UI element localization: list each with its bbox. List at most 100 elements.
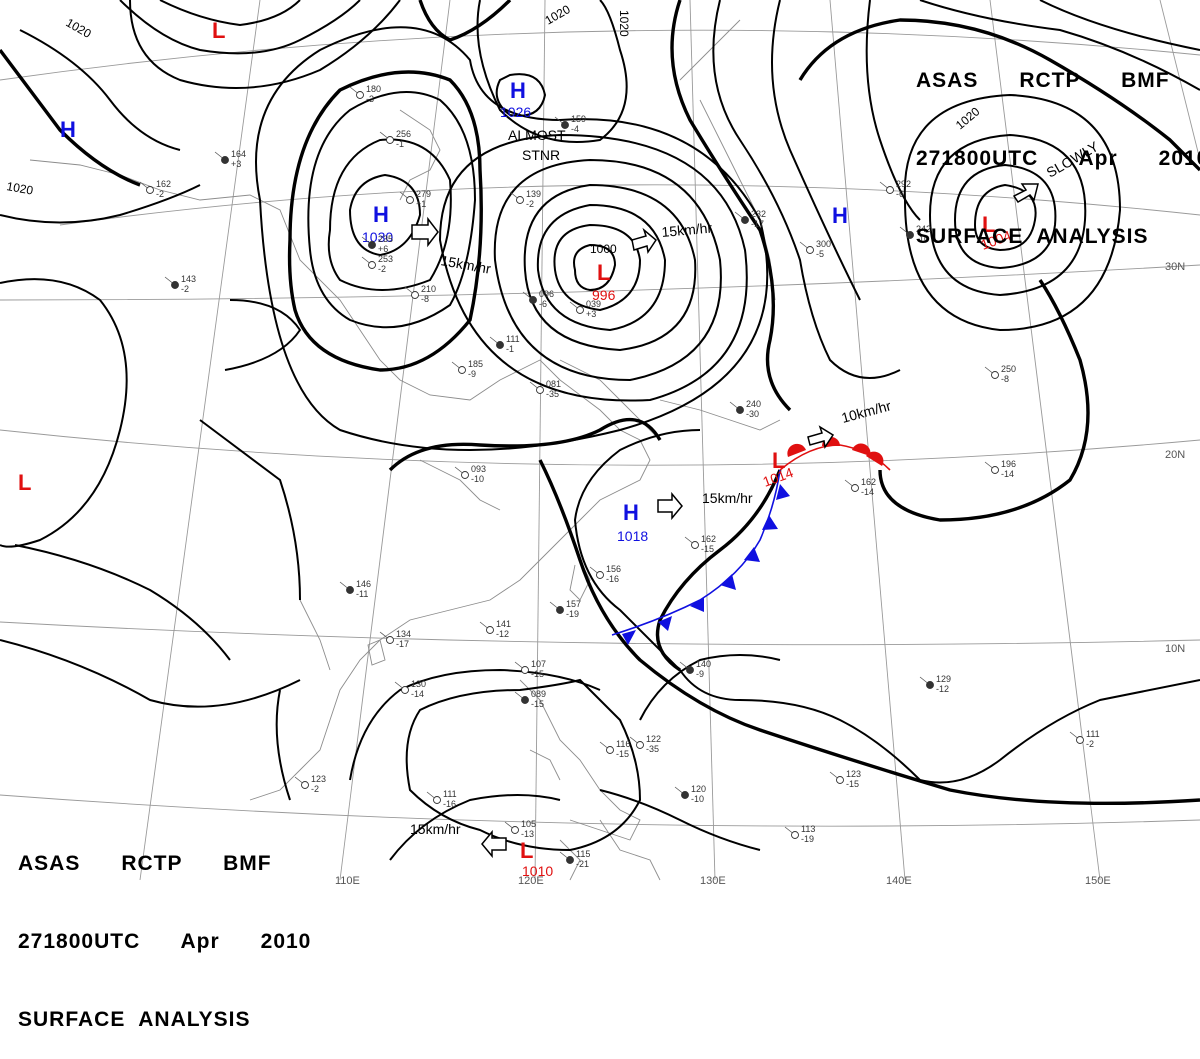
isobars: [0, 0, 1200, 861]
station-tendency: -6: [539, 299, 547, 309]
station-marker: [906, 231, 914, 239]
station-tendency: +1: [416, 199, 426, 209]
station-pressure: 300: [816, 239, 831, 249]
arrow-l1014: [807, 425, 835, 449]
motion-arrows: [411, 183, 1039, 859]
station-pressure: 111: [443, 789, 457, 799]
isobar-label: 1000: [590, 242, 617, 256]
station-marker: [521, 666, 529, 674]
station-tendency: -4: [571, 124, 579, 134]
station-tendency: -30: [746, 409, 759, 419]
station-plot: 140-9: [679, 659, 711, 679]
station-plot: 156-16: [589, 564, 621, 584]
arrow-l996: [631, 227, 657, 254]
station-marker: [991, 466, 999, 474]
pressure-value: 996: [592, 287, 616, 303]
arrow-h1030: [411, 216, 439, 248]
station-marker: [171, 281, 179, 289]
high-marker: H: [373, 202, 389, 227]
station-pressure: 240: [746, 399, 761, 409]
header-bottom-line1: ASAS RCTP BMF: [18, 852, 272, 875]
motion-label-stnr: STNR: [522, 147, 560, 163]
station-pressure: 122: [646, 734, 661, 744]
high-marker: H: [60, 117, 76, 142]
station-marker: [511, 826, 519, 834]
station-marker: [561, 121, 569, 129]
station-pressure: 185: [468, 359, 483, 369]
station-plot: 111-16: [426, 789, 457, 809]
station-plot: 039+3: [569, 299, 601, 319]
station-marker: [368, 261, 376, 269]
station-plot: 120-10: [674, 784, 706, 804]
station-plot: 093-10: [454, 464, 486, 484]
station-pressure: 139: [526, 189, 541, 199]
station-tendency: +3: [231, 159, 241, 169]
arrow-l1004: [1012, 183, 1039, 204]
station-marker: [991, 371, 999, 379]
station-marker: [433, 796, 441, 804]
station-plot: 279+1: [399, 189, 431, 209]
lon-label-120: 120E: [518, 875, 544, 887]
station-pressure: 130: [411, 679, 426, 689]
motion-label-l1010: 15km/hr: [410, 821, 461, 837]
station-plot: 146-11: [339, 579, 371, 599]
station-tendency: -10: [916, 234, 929, 244]
station-tendency: -19: [801, 834, 814, 844]
station-marker: [886, 186, 894, 194]
station-marker: [386, 136, 394, 144]
station-marker: [411, 291, 419, 299]
station-marker: [521, 696, 529, 704]
station-tendency: -21: [576, 859, 589, 869]
station-marker: [596, 571, 604, 579]
lon-label-110: 110E: [335, 875, 360, 887]
station-marker: [636, 741, 644, 749]
station-plot: 253-2: [361, 254, 393, 274]
station-plot: 134-17: [379, 629, 411, 649]
station-plot: 081-35: [529, 379, 561, 399]
lon-label-150: 150E: [1085, 875, 1111, 887]
station-pressure: 143: [181, 274, 196, 284]
station-pressure: 111: [506, 334, 520, 344]
station-tendency: -2: [526, 199, 534, 209]
station-plot: 105-13: [504, 819, 536, 839]
station-tendency: -14: [861, 487, 874, 497]
station-marker: [681, 791, 689, 799]
station-plot: 292-6: [879, 179, 911, 199]
isobar-label: 1020: [617, 10, 631, 37]
pressure-value: 1010: [522, 863, 553, 879]
header-bottom-line3: SURFACE ANALYSIS: [18, 1008, 251, 1031]
station-pressure: 134: [396, 629, 411, 639]
station-marker: [496, 341, 504, 349]
lat-label-20: 20N: [1165, 449, 1185, 461]
header-top-line1: ASAS RCTP BMF: [916, 69, 1170, 92]
station-plot: 116-15: [599, 739, 630, 759]
station-tendency: -1: [396, 139, 404, 149]
low-marker: L: [597, 260, 610, 285]
station-tendency: -35: [546, 389, 559, 399]
station-tendency: +3: [586, 309, 596, 319]
station-pressure: 180: [366, 84, 381, 94]
station-pressure: 162: [861, 477, 876, 487]
station-plot: 162-14: [844, 477, 876, 497]
station-pressure: 196: [1001, 459, 1016, 469]
station-tendency: -6: [896, 189, 904, 199]
high-marker: H: [832, 203, 848, 228]
surface-analysis-map: 110E 120E 130E 140E 150E 30N 20N 10N: [0, 0, 1200, 887]
station-marker: [691, 541, 699, 549]
station-plots: 159-4256-1279+1235+6253-2180-3164+3162-2…: [139, 84, 1100, 869]
station-marker: [301, 781, 309, 789]
station-marker: [529, 296, 537, 304]
station-marker: [516, 196, 524, 204]
station-pressure: 120: [691, 784, 706, 794]
station-tendency: -10: [691, 794, 704, 804]
station-marker: [486, 626, 494, 634]
station-marker: [566, 856, 574, 864]
station-tendency: -17: [751, 219, 764, 229]
station-marker: [1076, 736, 1084, 744]
low-marker: L: [772, 448, 785, 473]
station-plot: 130-14: [394, 679, 426, 699]
station-plot: 122-35: [629, 734, 661, 754]
station-plot: 143-2: [164, 274, 196, 294]
station-plot: 242-10: [899, 224, 931, 244]
station-pressure: 162: [156, 179, 171, 189]
